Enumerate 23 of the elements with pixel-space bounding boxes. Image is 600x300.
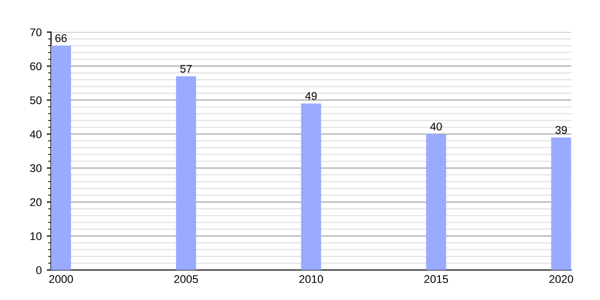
data-label: 57 — [180, 64, 192, 73]
bar — [51, 46, 72, 270]
bar — [426, 134, 446, 270]
data-label: 39 — [555, 126, 567, 134]
y-tick-label: 0 — [36, 266, 42, 274]
x-tick-label: 2015 — [424, 275, 448, 284]
y-tick-label: 60 — [30, 62, 42, 70]
bar — [551, 137, 572, 270]
y-tick-label: 70 — [30, 28, 42, 36]
y-tick-label: 10 — [30, 232, 42, 240]
y-tick-label: 50 — [30, 96, 42, 104]
x-tick-label: 2000 — [49, 275, 73, 284]
y-tick-label: 40 — [30, 130, 42, 138]
y-tick-label: 20 — [30, 198, 42, 206]
bar — [301, 103, 322, 270]
x-tick-label: 2005 — [174, 275, 198, 284]
data-label: 49 — [305, 92, 317, 100]
y-tick-label: 30 — [30, 164, 42, 172]
bar — [176, 76, 196, 270]
data-label: 40 — [430, 122, 442, 130]
x-tick-label: 2010 — [299, 275, 324, 284]
data-label: 66 — [55, 34, 67, 42]
x-tick-label: 2020 — [549, 275, 574, 284]
